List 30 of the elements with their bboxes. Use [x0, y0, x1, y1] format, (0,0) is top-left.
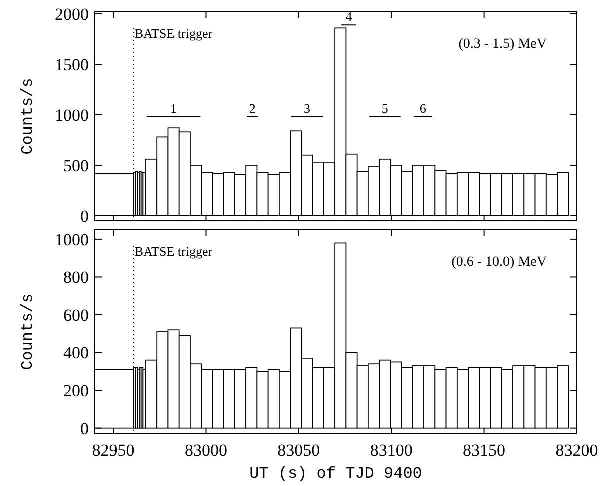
- ref-line-label: BATSE trigger: [134, 244, 214, 259]
- x-tick-label: 83100: [370, 441, 413, 460]
- x-tick-label: 83000: [184, 441, 228, 460]
- ref-line-label: BATSE trigger: [134, 26, 214, 41]
- y-tick-label: 1000: [55, 230, 89, 250]
- series-label: 5: [382, 101, 388, 116]
- y-tick-label: 600: [64, 306, 89, 325]
- x-tick-label: 82950: [92, 441, 135, 460]
- y-tick-label: 2000: [55, 4, 89, 24]
- annotation: (0.3 - 1.5) MeV: [458, 37, 547, 52]
- series-label: 4: [346, 9, 353, 24]
- y-tick-label: 400: [64, 344, 89, 363]
- x-tick-label: 83150: [463, 441, 506, 460]
- series-label: 1: [170, 101, 178, 116]
- y-axis-title: Counts/s: [19, 78, 37, 155]
- y-axis-title: Counts/s: [19, 294, 37, 370]
- y-tick-label: 0: [80, 206, 89, 226]
- y-tick-label: 500: [64, 156, 89, 176]
- x-axis-title: UT (s) of TJD 9400: [250, 465, 422, 483]
- y-tick-label: 200: [64, 382, 89, 401]
- series-label: 2: [249, 101, 256, 116]
- y-tick-label: 1000: [55, 106, 89, 125]
- x-tick-label: 83200: [556, 441, 598, 460]
- series-label: 3: [304, 101, 311, 116]
- y-tick-label: 1500: [55, 55, 89, 74]
- series-label: 6: [420, 101, 427, 116]
- y-tick-label: 0: [80, 419, 89, 438]
- y-tick-label: 800: [64, 268, 89, 288]
- x-tick-label: 83050: [278, 441, 320, 460]
- annotation: (0.6 - 10.0) MeV: [452, 255, 547, 270]
